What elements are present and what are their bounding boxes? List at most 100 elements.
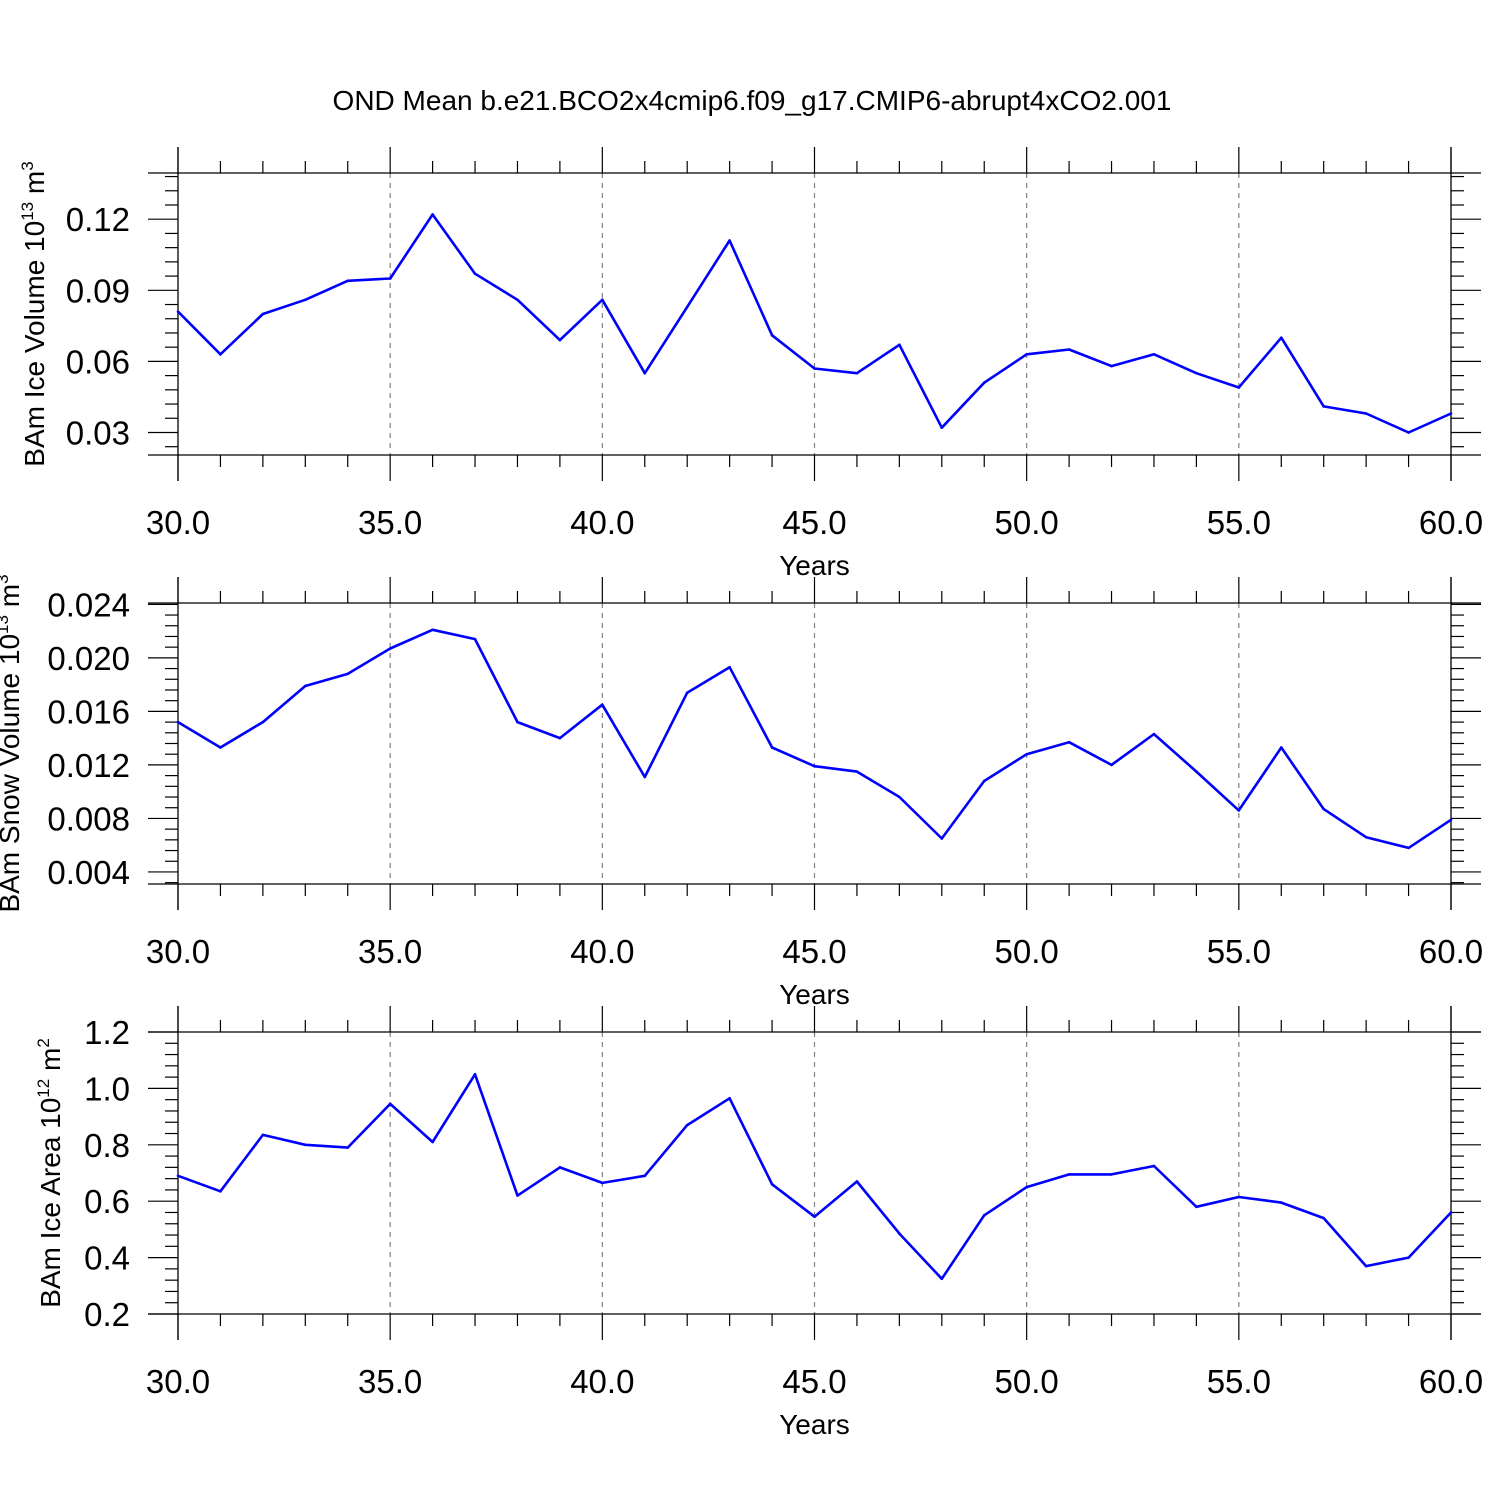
panel1-point-41 bbox=[643, 371, 647, 375]
panel2-ylabel: BAm Snow Volume 1013 m3 bbox=[0, 574, 25, 912]
panel3-point-33 bbox=[304, 1143, 307, 1147]
panel2-point-40 bbox=[601, 703, 604, 706]
panel1-point-40 bbox=[601, 298, 604, 302]
panel1-point-38 bbox=[516, 298, 519, 302]
panel2-point-50 bbox=[1025, 752, 1028, 756]
panel2-xtick-label-45.0: 45.0 bbox=[782, 933, 846, 970]
panel1-xtick-label-55.0: 55.0 bbox=[1207, 504, 1271, 541]
panel1-point-46 bbox=[855, 371, 859, 375]
panel1-point-60 bbox=[1449, 412, 1453, 415]
panel2-point-60 bbox=[1449, 818, 1453, 822]
panel1-point-42 bbox=[685, 305, 689, 309]
panel2-point-56 bbox=[1279, 746, 1283, 749]
panel1-point-48 bbox=[940, 426, 944, 430]
panel2-point-55 bbox=[1237, 809, 1241, 812]
panel1-xtick-label-60.0: 60.0 bbox=[1419, 504, 1483, 541]
panel3-point-48 bbox=[940, 1277, 944, 1281]
panel2-ytick-label-0.020: 0.020 bbox=[47, 640, 130, 677]
panel2-xlabel: Years bbox=[779, 979, 850, 1010]
panel2-xtick-label-40.0: 40.0 bbox=[570, 933, 634, 970]
panel2-point-57 bbox=[1322, 807, 1325, 811]
panel3-point-35 bbox=[388, 1102, 392, 1106]
panel3-ylabel: BAm Ice Area 1012 m2 bbox=[34, 1038, 66, 1308]
panel3-point-36 bbox=[431, 1140, 434, 1144]
panel1-point-30 bbox=[176, 310, 180, 313]
panel3-ytick-label-1.2: 1.2 bbox=[84, 1014, 130, 1051]
panel3-point-47 bbox=[898, 1232, 901, 1235]
panel2-point-42 bbox=[685, 691, 689, 694]
panel3-xtick-label-40.0: 40.0 bbox=[570, 1363, 634, 1400]
panel2-point-41 bbox=[643, 775, 647, 779]
panel1-ytick-label-0.03: 0.03 bbox=[66, 414, 130, 451]
panel3-point-40 bbox=[601, 1181, 604, 1185]
panel1-point-35 bbox=[388, 277, 392, 280]
panel3-point-31 bbox=[219, 1190, 222, 1193]
panel2-point-33 bbox=[304, 684, 307, 688]
panel1-point-43 bbox=[728, 239, 731, 242]
panel3-ytick-label-0.2: 0.2 bbox=[84, 1296, 130, 1333]
panel2-point-44 bbox=[770, 746, 774, 749]
panel3-xtick-label-35.0: 35.0 bbox=[358, 1363, 422, 1400]
panel3-point-45 bbox=[813, 1215, 816, 1219]
panel2-xtick-label-55.0: 55.0 bbox=[1207, 933, 1271, 970]
panel2-point-35 bbox=[388, 647, 392, 650]
panel2-xtick-label-30.0: 30.0 bbox=[146, 933, 210, 970]
panel3-point-41 bbox=[643, 1174, 647, 1178]
panel3-xtick-label-55.0: 55.0 bbox=[1207, 1363, 1271, 1400]
panel2-point-51 bbox=[1067, 740, 1071, 744]
panel3-point-54 bbox=[1195, 1205, 1198, 1209]
panel3-ytick-label-1.0: 1.0 bbox=[84, 1070, 130, 1107]
panel1-xtick-label-40.0: 40.0 bbox=[570, 504, 634, 541]
panel1-point-49 bbox=[982, 381, 986, 385]
panel2-point-43 bbox=[728, 665, 731, 669]
panel1-xlabel: Years bbox=[779, 550, 850, 581]
panel1-point-39 bbox=[558, 338, 562, 342]
panel2-point-38 bbox=[516, 720, 519, 724]
panel3-point-50 bbox=[1025, 1185, 1028, 1189]
panel3-ytick-label-0.4: 0.4 bbox=[84, 1240, 130, 1277]
panel3-point-58 bbox=[1364, 1264, 1368, 1268]
panel2-point-49 bbox=[982, 779, 986, 783]
panel1-point-50 bbox=[1025, 352, 1028, 356]
panel2-point-37 bbox=[473, 637, 477, 641]
panel1-point-58 bbox=[1364, 412, 1368, 415]
panel3-point-43 bbox=[728, 1096, 731, 1100]
panel1-point-56 bbox=[1279, 336, 1283, 339]
panel1-point-51 bbox=[1067, 348, 1071, 351]
panel3-point-53 bbox=[1152, 1164, 1156, 1168]
panel1-point-45 bbox=[813, 367, 816, 370]
panel1-point-54 bbox=[1195, 371, 1198, 375]
panel2-point-39 bbox=[558, 736, 562, 740]
panel1-point-53 bbox=[1152, 352, 1156, 356]
panel1-point-33 bbox=[304, 298, 307, 302]
panel3-point-38 bbox=[516, 1194, 519, 1197]
panel3-ytick-label-0.6: 0.6 bbox=[84, 1183, 130, 1220]
figure-title: OND Mean b.e21.BCO2x4cmip6.f09_g17.CMIP6… bbox=[333, 85, 1172, 116]
panel2-ytick-label-0.004: 0.004 bbox=[47, 854, 130, 891]
panel3-point-34 bbox=[346, 1146, 350, 1149]
panel3-point-52 bbox=[1110, 1173, 1113, 1176]
panel2-point-34 bbox=[346, 672, 350, 676]
panel3-point-37 bbox=[473, 1073, 477, 1076]
panel3-point-44 bbox=[770, 1182, 774, 1186]
panel2-ytick-label-0.012: 0.012 bbox=[47, 747, 130, 784]
panel2-xtick-label-50.0: 50.0 bbox=[995, 933, 1059, 970]
panel3-point-49 bbox=[982, 1214, 986, 1217]
panel2-point-47 bbox=[898, 795, 901, 799]
panel1-xtick-label-30.0: 30.0 bbox=[146, 504, 210, 541]
panel3-point-57 bbox=[1322, 1216, 1325, 1220]
panel1-ytick-label-0.12: 0.12 bbox=[66, 201, 130, 238]
panel3-point-39 bbox=[558, 1166, 562, 1169]
panel1-ytick-label-0.09: 0.09 bbox=[66, 272, 130, 309]
panel3-point-42 bbox=[685, 1123, 689, 1127]
panel3-xlabel: Years bbox=[779, 1409, 850, 1440]
panel1-point-32 bbox=[261, 312, 265, 316]
panel2-xtick-label-35.0: 35.0 bbox=[358, 933, 422, 970]
panel2-point-54 bbox=[1195, 770, 1198, 773]
panel1-point-57 bbox=[1322, 405, 1325, 408]
panel2-point-30 bbox=[176, 720, 180, 724]
panel1-xtick-label-45.0: 45.0 bbox=[782, 504, 846, 541]
panel3-point-32 bbox=[261, 1133, 265, 1137]
panel1-point-44 bbox=[770, 334, 774, 337]
